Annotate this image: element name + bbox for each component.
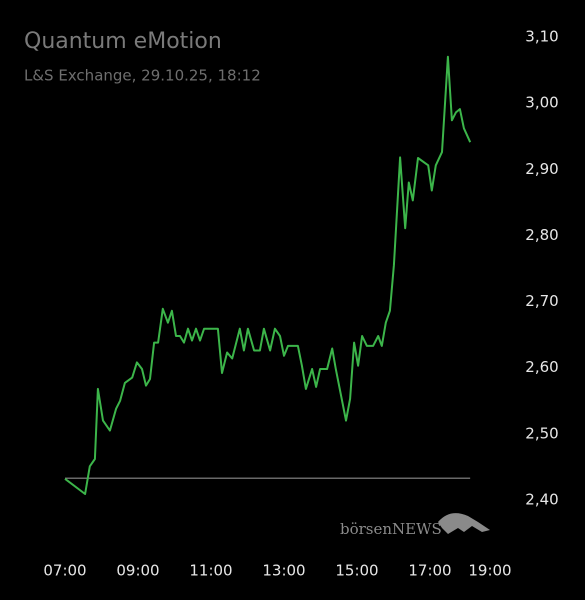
x-tick-label: 15:00 <box>335 562 378 580</box>
x-tick-label: 07:00 <box>43 562 86 580</box>
watermark: börsenNEWS <box>340 520 442 538</box>
x-tick-label: 11:00 <box>189 562 232 580</box>
y-tick-label: 2,70 <box>525 292 558 310</box>
watermark-logo <box>438 513 490 534</box>
y-tick-label: 2,90 <box>525 160 558 178</box>
y-tick-label: 2,40 <box>525 491 558 509</box>
y-tick-label: 2,60 <box>525 358 558 376</box>
chart-title: Quantum eMotion <box>24 29 222 54</box>
y-tick-label: 3,10 <box>525 28 558 46</box>
y-tick-label: 2,80 <box>525 226 558 244</box>
price-line <box>64 55 472 495</box>
y-tick-label: 3,00 <box>525 94 558 112</box>
x-tick-label: 13:00 <box>262 562 305 580</box>
chart-subtitle: L&S Exchange, 29.10.25, 18:12 <box>24 67 261 85</box>
x-tick-label: 09:00 <box>116 562 159 580</box>
x-tick-label: 19:00 <box>468 562 511 580</box>
y-tick-label: 2,50 <box>525 424 558 442</box>
x-tick-label: 17:00 <box>408 562 451 580</box>
